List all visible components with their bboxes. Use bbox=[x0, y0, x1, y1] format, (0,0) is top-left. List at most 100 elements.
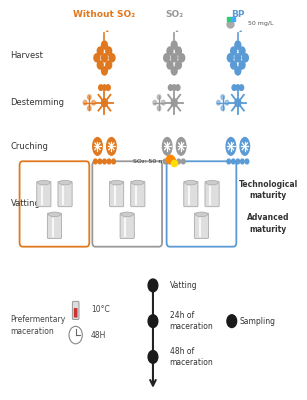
Circle shape bbox=[234, 53, 242, 62]
Circle shape bbox=[169, 85, 173, 90]
Circle shape bbox=[101, 40, 108, 50]
Text: 48h of
maceration: 48h of maceration bbox=[170, 347, 213, 367]
Circle shape bbox=[98, 159, 102, 164]
Ellipse shape bbox=[185, 180, 197, 185]
FancyBboxPatch shape bbox=[47, 213, 61, 238]
Circle shape bbox=[239, 60, 246, 70]
FancyBboxPatch shape bbox=[58, 181, 72, 207]
Circle shape bbox=[181, 159, 185, 164]
Circle shape bbox=[168, 159, 171, 164]
Text: Sampling: Sampling bbox=[239, 317, 275, 326]
Ellipse shape bbox=[162, 137, 173, 156]
Ellipse shape bbox=[195, 212, 208, 217]
FancyBboxPatch shape bbox=[92, 161, 162, 247]
FancyBboxPatch shape bbox=[74, 308, 77, 318]
Text: Vatting: Vatting bbox=[10, 200, 40, 208]
FancyBboxPatch shape bbox=[184, 181, 198, 207]
Ellipse shape bbox=[106, 137, 117, 156]
Text: Cruching: Cruching bbox=[10, 142, 49, 151]
FancyBboxPatch shape bbox=[110, 181, 124, 207]
Circle shape bbox=[94, 159, 97, 164]
Circle shape bbox=[106, 85, 110, 90]
Ellipse shape bbox=[38, 180, 50, 185]
Text: SO₂: SO₂ bbox=[165, 10, 183, 18]
Circle shape bbox=[231, 159, 235, 164]
Text: 10°C: 10°C bbox=[91, 305, 110, 314]
Circle shape bbox=[99, 85, 103, 90]
Circle shape bbox=[148, 350, 158, 363]
Text: Prefermentary
maceration: Prefermentary maceration bbox=[10, 315, 66, 336]
Circle shape bbox=[175, 46, 182, 56]
Ellipse shape bbox=[92, 137, 103, 156]
Circle shape bbox=[107, 159, 111, 164]
Circle shape bbox=[153, 100, 157, 105]
Circle shape bbox=[245, 159, 249, 164]
FancyBboxPatch shape bbox=[120, 213, 134, 238]
Ellipse shape bbox=[239, 137, 250, 156]
FancyBboxPatch shape bbox=[131, 181, 145, 207]
FancyBboxPatch shape bbox=[194, 213, 208, 238]
Circle shape bbox=[87, 95, 91, 100]
Circle shape bbox=[105, 60, 112, 70]
Circle shape bbox=[227, 315, 237, 328]
Circle shape bbox=[234, 40, 242, 50]
Circle shape bbox=[161, 100, 165, 105]
Circle shape bbox=[234, 66, 242, 76]
Circle shape bbox=[230, 60, 237, 70]
Circle shape bbox=[171, 53, 178, 62]
Text: SO₂: 50 mg/L: SO₂: 50 mg/L bbox=[133, 158, 174, 164]
Circle shape bbox=[232, 85, 236, 90]
Text: Vatting: Vatting bbox=[170, 281, 197, 290]
Text: Technological
maturity: Technological maturity bbox=[239, 180, 298, 200]
Circle shape bbox=[157, 95, 161, 100]
Circle shape bbox=[148, 279, 158, 292]
Circle shape bbox=[166, 46, 173, 56]
Circle shape bbox=[178, 53, 185, 62]
Ellipse shape bbox=[59, 180, 71, 185]
Circle shape bbox=[163, 159, 167, 164]
Ellipse shape bbox=[48, 212, 60, 217]
FancyBboxPatch shape bbox=[37, 181, 51, 207]
Circle shape bbox=[105, 46, 112, 56]
Circle shape bbox=[221, 106, 224, 111]
Text: 50 mg/L: 50 mg/L bbox=[248, 21, 274, 26]
Circle shape bbox=[166, 60, 173, 70]
Circle shape bbox=[217, 100, 220, 105]
Ellipse shape bbox=[121, 212, 133, 217]
Circle shape bbox=[101, 66, 108, 76]
Circle shape bbox=[236, 159, 240, 164]
Ellipse shape bbox=[225, 137, 236, 156]
Circle shape bbox=[87, 106, 91, 111]
Text: 48H: 48H bbox=[91, 330, 106, 340]
Circle shape bbox=[171, 40, 178, 50]
Circle shape bbox=[239, 46, 246, 56]
Circle shape bbox=[235, 99, 241, 106]
Circle shape bbox=[230, 46, 237, 56]
FancyBboxPatch shape bbox=[167, 161, 236, 247]
Ellipse shape bbox=[176, 137, 187, 156]
Circle shape bbox=[93, 53, 100, 62]
Text: 24h of
maceration: 24h of maceration bbox=[170, 311, 213, 331]
Circle shape bbox=[227, 53, 234, 62]
Circle shape bbox=[97, 60, 104, 70]
Circle shape bbox=[103, 159, 106, 164]
FancyBboxPatch shape bbox=[20, 161, 89, 247]
Circle shape bbox=[172, 85, 176, 90]
Circle shape bbox=[101, 53, 108, 62]
Circle shape bbox=[241, 159, 244, 164]
Circle shape bbox=[92, 100, 95, 105]
Circle shape bbox=[102, 99, 107, 106]
Circle shape bbox=[83, 100, 87, 105]
Circle shape bbox=[227, 159, 231, 164]
Circle shape bbox=[176, 85, 180, 90]
Circle shape bbox=[112, 159, 115, 164]
Circle shape bbox=[242, 53, 249, 62]
Circle shape bbox=[177, 159, 181, 164]
Circle shape bbox=[171, 66, 178, 76]
Text: Advanced
maturity: Advanced maturity bbox=[247, 214, 290, 234]
FancyBboxPatch shape bbox=[205, 181, 219, 207]
Circle shape bbox=[102, 85, 107, 90]
Ellipse shape bbox=[132, 180, 144, 185]
Ellipse shape bbox=[111, 180, 123, 185]
Ellipse shape bbox=[206, 180, 218, 185]
